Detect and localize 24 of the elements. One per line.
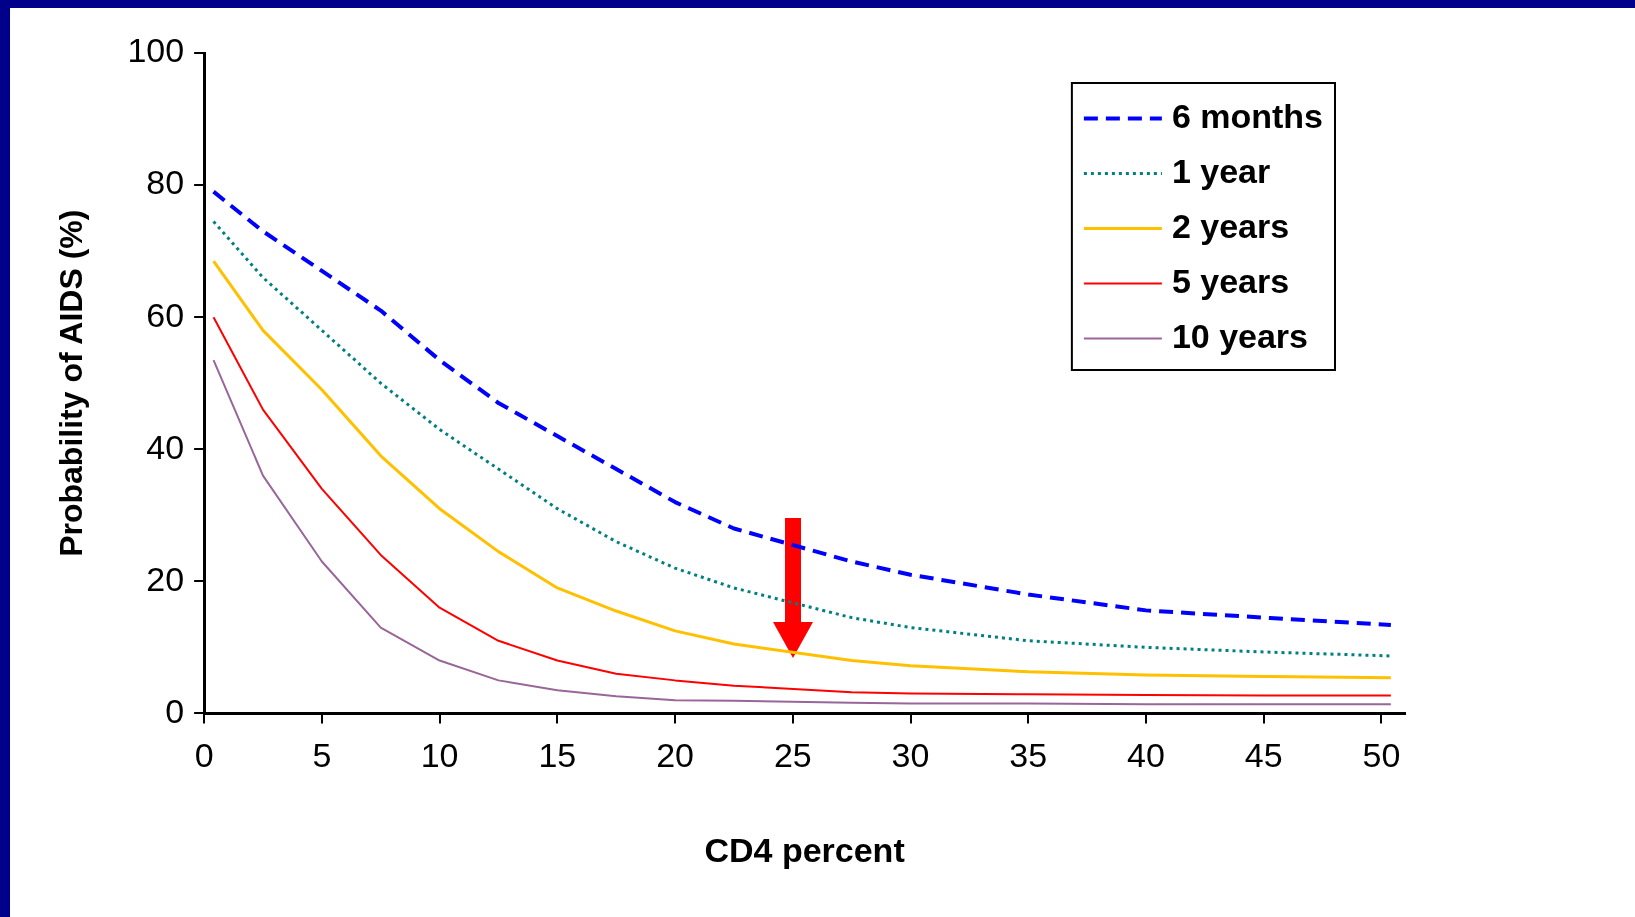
legend-label: 1 year <box>1171 151 1271 190</box>
x-tick-label: 25 <box>773 736 812 775</box>
y-axis-title: Probability of AIDS (%) <box>53 209 90 557</box>
x-tick-label: 15 <box>538 736 577 775</box>
x-tick-label: 35 <box>1009 736 1048 775</box>
legend-label: 5 years <box>1171 261 1290 300</box>
x-tick-label: 0 <box>194 736 214 775</box>
x-axis-title: CD4 percent <box>704 830 905 869</box>
y-tick-label: 0 <box>165 691 185 730</box>
legend-label: 10 years <box>1171 316 1309 355</box>
x-tick-label: 10 <box>420 736 459 775</box>
y-tick-label: 40 <box>146 427 185 466</box>
x-tick-label: 50 <box>1362 736 1401 775</box>
x-tick-label: 40 <box>1127 736 1165 775</box>
y-tick-label: 80 <box>146 163 185 202</box>
x-tick-label: 20 <box>656 736 694 775</box>
x-tick-label: 30 <box>891 736 930 775</box>
x-tick-label: 5 <box>312 736 332 775</box>
legend-label: 6 months <box>1171 96 1323 135</box>
legend-label: 2 years <box>1171 206 1290 245</box>
y-tick-label: 20 <box>146 559 185 598</box>
y-tick-label: 100 <box>127 31 185 70</box>
y-tick-label: 60 <box>146 295 185 334</box>
x-tick-label: 45 <box>1244 736 1283 775</box>
